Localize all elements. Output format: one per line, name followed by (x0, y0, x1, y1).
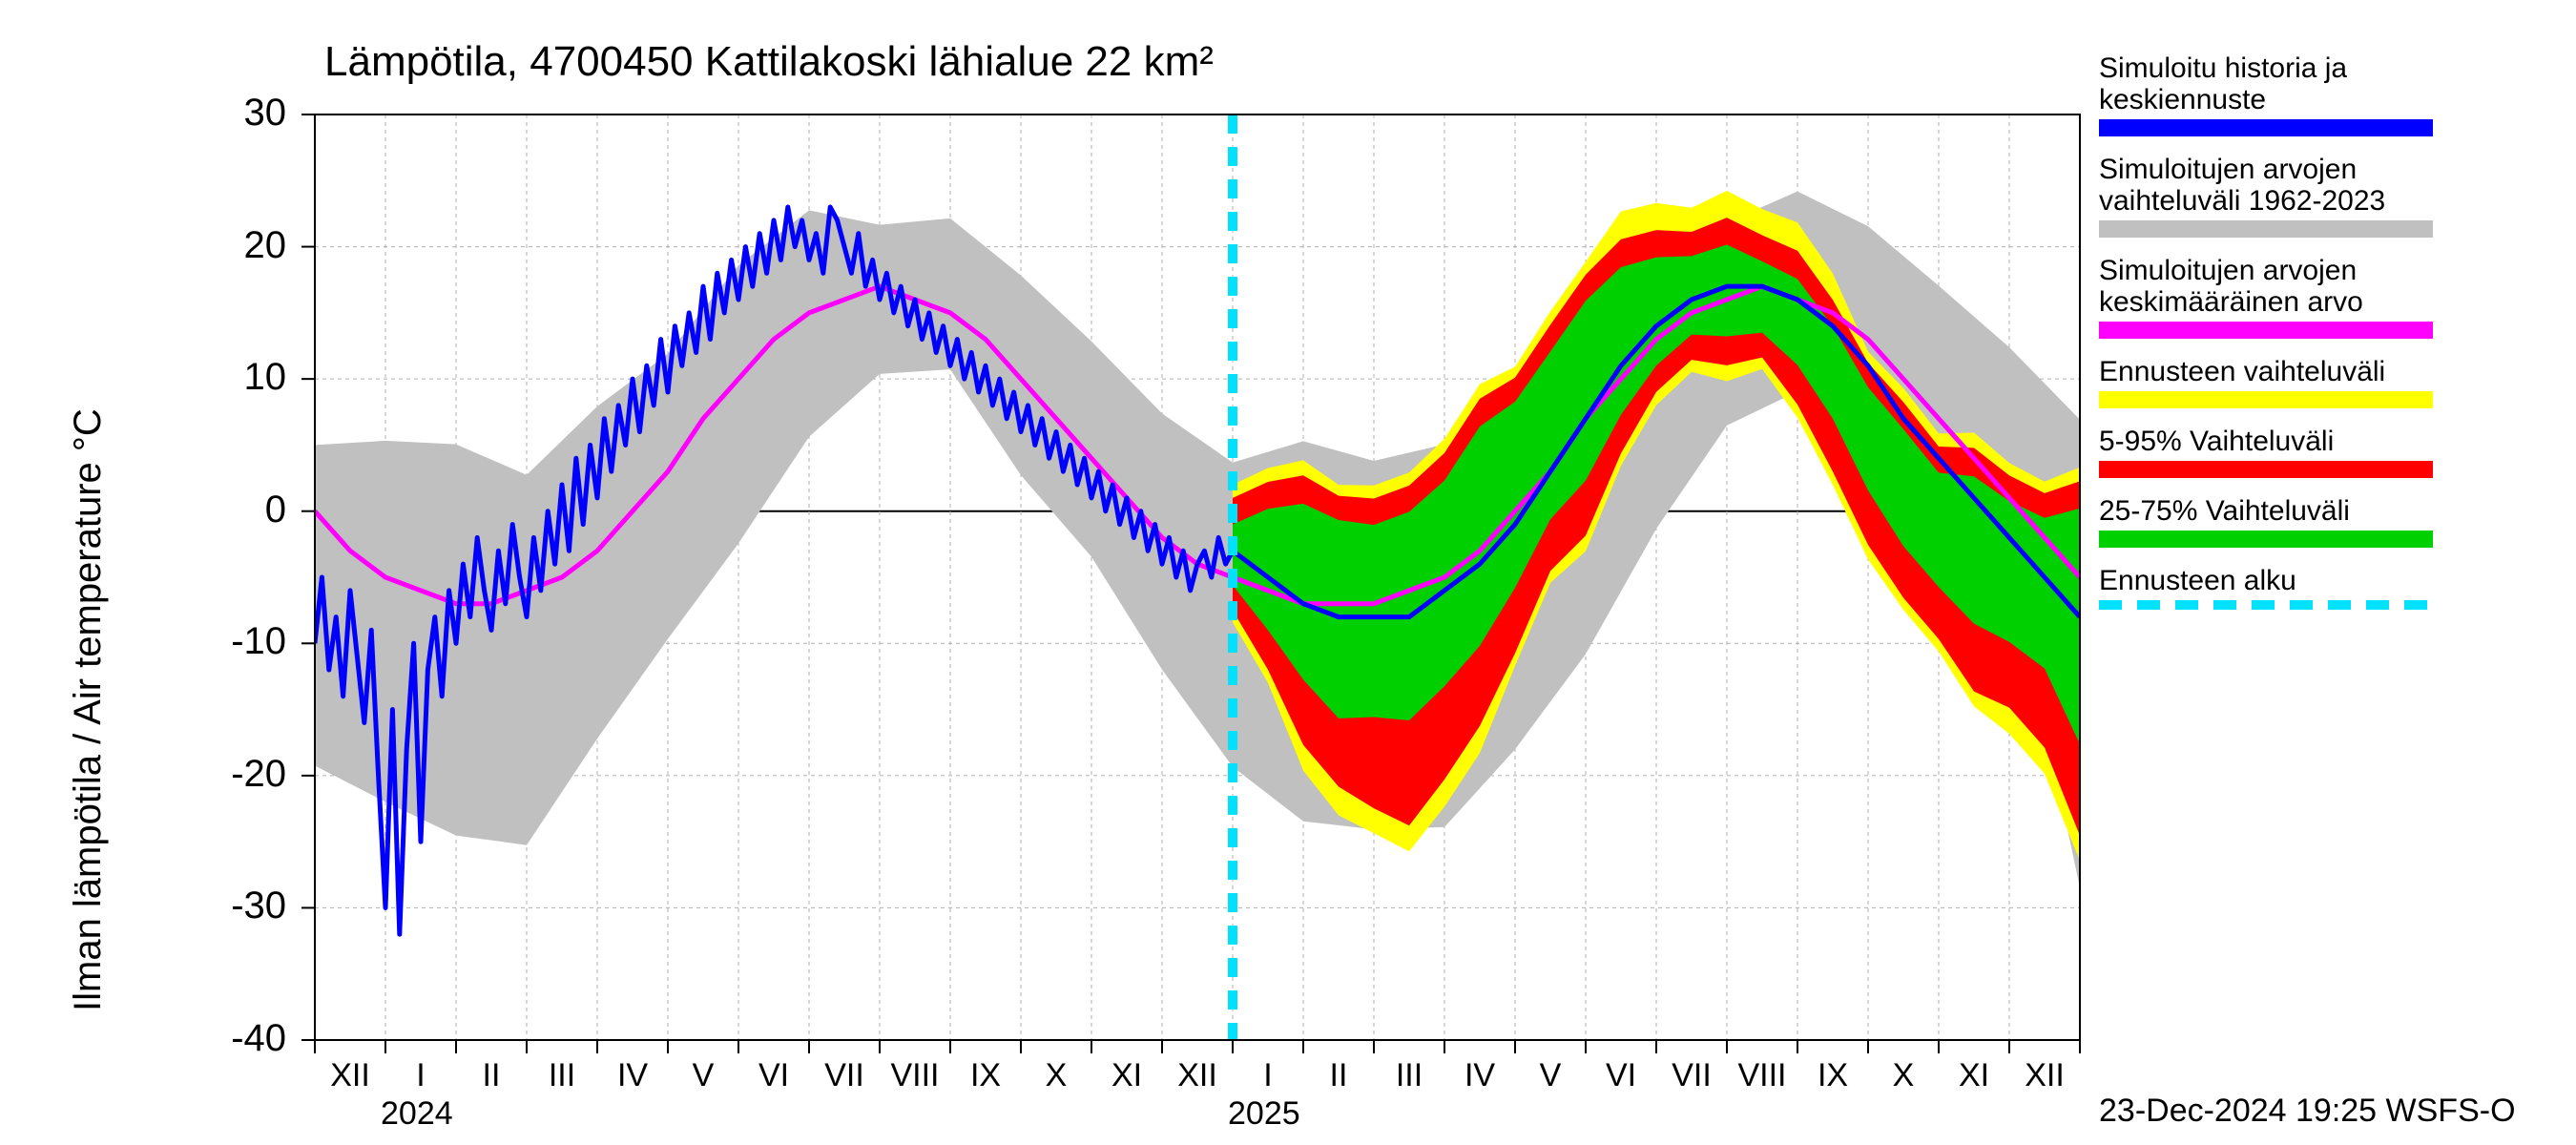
legend-swatch (2099, 600, 2433, 610)
x-month-label: VII (1663, 1057, 1720, 1094)
x-month-label: IX (957, 1057, 1014, 1094)
legend-label: 5-95% Vaihteluväli (2099, 426, 2433, 457)
legend-item: Simuloitujen arvojenvaihteluväli 1962-20… (2099, 154, 2433, 238)
x-month-label: II (463, 1057, 520, 1094)
x-month-label: IV (1451, 1057, 1508, 1094)
y-tick-label: 30 (210, 92, 286, 135)
x-month-label: VI (1592, 1057, 1650, 1094)
y-tick-label: -20 (210, 753, 286, 796)
x-month-label: II (1310, 1057, 1367, 1094)
footer-timestamp: 23-Dec-2024 19:25 WSFS-O (2099, 1093, 2516, 1130)
legend-item: Simuloitujen arvojenkeskimääräinen arvo (2099, 255, 2433, 339)
x-month-label: XI (1098, 1057, 1155, 1094)
legend-swatch (2099, 119, 2433, 136)
x-month-label: XII (2016, 1057, 2073, 1094)
x-month-label: XI (1945, 1057, 2003, 1094)
x-month-label: V (1522, 1057, 1579, 1094)
legend-label: Ennusteen vaihteluväli (2099, 356, 2433, 387)
x-month-label: V (675, 1057, 732, 1094)
y-tick-label: -30 (210, 885, 286, 927)
x-month-label: VI (745, 1057, 802, 1094)
legend: Simuloitu historia jakeskiennusteSimuloi… (2099, 52, 2433, 627)
x-month-label: VII (816, 1057, 873, 1094)
legend-item: Ennusteen alku (2099, 565, 2433, 610)
legend-item: Simuloitu historia jakeskiennuste (2099, 52, 2433, 136)
legend-label: vaihteluväli 1962-2023 (2099, 185, 2433, 217)
y-tick-label: 20 (210, 224, 286, 267)
y-tick-label: 10 (210, 356, 286, 399)
y-tick-label: -40 (210, 1017, 286, 1060)
x-month-label: VIII (1734, 1057, 1791, 1094)
legend-label: Simuloitujen arvojen (2099, 255, 2433, 286)
legend-swatch (2099, 461, 2433, 478)
x-month-label: III (1381, 1057, 1438, 1094)
y-tick-label: -10 (210, 620, 286, 663)
x-month-label: I (1239, 1057, 1297, 1094)
legend-label: Simuloitujen arvojen (2099, 154, 2433, 185)
x-month-label: I (392, 1057, 449, 1094)
legend-swatch (2099, 531, 2433, 548)
x-month-label: IX (1804, 1057, 1861, 1094)
x-month-label: III (533, 1057, 591, 1094)
x-month-label: XII (322, 1057, 379, 1094)
y-tick-label: 0 (210, 489, 286, 531)
legend-item: 5-95% Vaihteluväli (2099, 426, 2433, 478)
x-month-label: XII (1169, 1057, 1226, 1094)
x-year-label: 2024 (381, 1095, 453, 1133)
legend-swatch (2099, 391, 2433, 408)
legend-label: keskiennuste (2099, 84, 2433, 115)
legend-label: Simuloitu historia ja (2099, 52, 2433, 84)
legend-item: Ennusteen vaihteluväli (2099, 356, 2433, 408)
x-year-label: 2025 (1228, 1095, 1300, 1133)
x-month-label: X (1028, 1057, 1085, 1094)
legend-label: keskimääräinen arvo (2099, 286, 2433, 318)
x-month-label: IV (604, 1057, 661, 1094)
legend-swatch (2099, 322, 2433, 339)
legend-label: Ennusteen alku (2099, 565, 2433, 596)
legend-label: 25-75% Vaihteluväli (2099, 495, 2433, 527)
legend-item: 25-75% Vaihteluväli (2099, 495, 2433, 548)
legend-swatch (2099, 220, 2433, 238)
x-month-label: VIII (886, 1057, 944, 1094)
temperature-forecast-chart: Lämpötila, 4700450 Kattilakoski lähialue… (0, 0, 2576, 1145)
x-month-label: X (1875, 1057, 1932, 1094)
